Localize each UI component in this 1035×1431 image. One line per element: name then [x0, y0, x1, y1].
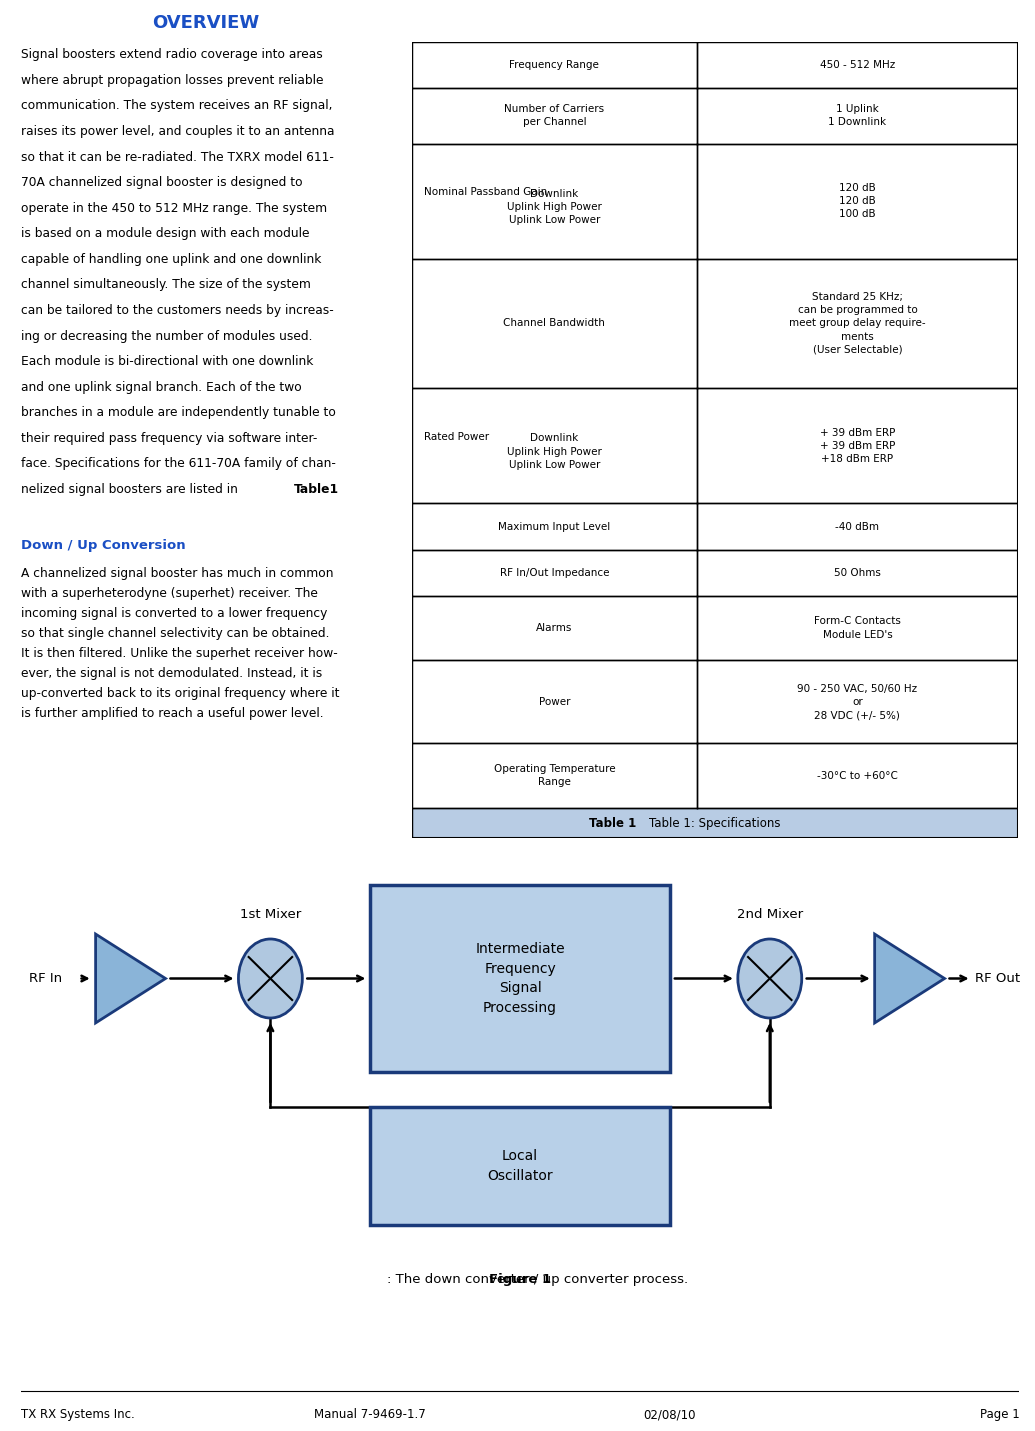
Text: Frequency Range: Frequency Range	[509, 60, 599, 70]
Text: Down / Up Conversion: Down / Up Conversion	[21, 539, 185, 552]
Text: raises its power level, and couples it to an antenna: raises its power level, and couples it t…	[21, 124, 334, 137]
Text: 90 - 250 VAC, 50/60 Hz
or
28 VDC (+/- 5%): 90 - 250 VAC, 50/60 Hz or 28 VDC (+/- 5%…	[797, 684, 917, 720]
Text: + 39 dBm ERP
+ 39 dBm ERP
+18 dBm ERP: + 39 dBm ERP + 39 dBm ERP +18 dBm ERP	[820, 428, 895, 464]
Text: 1 Uplink
1 Downlink: 1 Uplink 1 Downlink	[828, 104, 886, 127]
Text: Signal boosters extend radio coverage into areas: Signal boosters extend radio coverage in…	[21, 49, 323, 62]
Text: It is then filtered. Unlike the superhet receiver how-: It is then filtered. Unlike the superhet…	[21, 647, 337, 660]
Text: 1st Mixer: 1st Mixer	[240, 909, 301, 922]
Text: Alarms: Alarms	[536, 622, 572, 633]
Text: 70A channelized signal booster is designed to: 70A channelized signal booster is design…	[21, 176, 302, 189]
Ellipse shape	[738, 939, 802, 1017]
Text: Rated Power: Rated Power	[424, 432, 490, 442]
Polygon shape	[95, 934, 166, 1023]
Text: Form-C Contacts
Module LED's: Form-C Contacts Module LED's	[814, 617, 900, 640]
Text: ever, the signal is not demodulated. Instead, it is: ever, the signal is not demodulated. Ins…	[21, 667, 322, 680]
Text: A channelized signal booster has much in common: A channelized signal booster has much in…	[21, 567, 333, 580]
Text: channel simultaneously. The size of the system: channel simultaneously. The size of the …	[21, 279, 310, 292]
Text: Manual 7-9469-1.7: Manual 7-9469-1.7	[315, 1408, 426, 1421]
Text: 2nd Mixer: 2nd Mixer	[737, 909, 803, 922]
Text: Local
Oscillator: Local Oscillator	[487, 1149, 553, 1183]
Text: with a superheterodyne (superhet) receiver. The: with a superheterodyne (superhet) receiv…	[21, 587, 318, 600]
Text: -30°C to +60°C: -30°C to +60°C	[817, 771, 897, 781]
Text: Power: Power	[538, 697, 570, 707]
Text: RF Out: RF Out	[975, 972, 1019, 985]
Text: Standard 25 KHz;
can be programmed to
meet group delay require-
ments
(User Sele: Standard 25 KHz; can be programmed to me…	[789, 292, 925, 355]
Text: Table 1: Specifications: Table 1: Specifications	[649, 817, 780, 830]
Text: TX RX Systems Inc.: TX RX Systems Inc.	[21, 1408, 135, 1421]
Text: Table1: Table1	[294, 482, 339, 497]
Text: is based on a module design with each module: is based on a module design with each mo…	[21, 228, 309, 240]
Text: : The down converter / up converter process.: : The down converter / up converter proc…	[353, 1274, 687, 1286]
Text: so that single channel selectivity can be obtained.: so that single channel selectivity can b…	[21, 627, 329, 640]
Ellipse shape	[238, 939, 302, 1017]
Text: Intermediate
Frequency
Signal
Processing: Intermediate Frequency Signal Processing	[475, 942, 565, 1015]
Text: ing or decreasing the number of modules used.: ing or decreasing the number of modules …	[21, 329, 313, 342]
Text: up-converted back to its original frequency where it: up-converted back to its original freque…	[21, 687, 339, 700]
Bar	[371, 1106, 670, 1225]
Text: Downlink
Uplink High Power
Uplink Low Power: Downlink Uplink High Power Uplink Low Po…	[507, 434, 601, 469]
Polygon shape	[875, 934, 945, 1023]
Text: Channel Bandwidth: Channel Bandwidth	[503, 319, 605, 329]
Text: nelized signal boosters are listed in: nelized signal boosters are listed in	[21, 482, 241, 497]
Text: Number of Carriers
per Channel: Number of Carriers per Channel	[504, 104, 604, 127]
Text: -40 dBm: -40 dBm	[835, 521, 880, 531]
Text: OVERVIEW: OVERVIEW	[152, 14, 259, 31]
Text: is further amplified to reach a useful power level.: is further amplified to reach a useful p…	[21, 707, 323, 720]
Text: 450 - 512 MHz: 450 - 512 MHz	[820, 60, 895, 70]
Text: where abrupt propagation losses prevent reliable: where abrupt propagation losses prevent …	[21, 74, 323, 87]
Text: capable of handling one uplink and one downlink: capable of handling one uplink and one d…	[21, 253, 321, 266]
Bar	[412, 809, 1018, 839]
Text: 120 dB
120 dB
100 dB: 120 dB 120 dB 100 dB	[839, 183, 876, 219]
Text: RF In/Out Impedance: RF In/Out Impedance	[500, 568, 610, 578]
Text: RF In: RF In	[29, 972, 62, 985]
Text: Page 1: Page 1	[980, 1408, 1019, 1421]
Text: Operating Temperature
Range: Operating Temperature Range	[494, 764, 615, 787]
Text: Maximum Input Level: Maximum Input Level	[498, 521, 611, 531]
Text: incoming signal is converted to a lower frequency: incoming signal is converted to a lower …	[21, 607, 327, 620]
Text: 02/08/10: 02/08/10	[644, 1408, 697, 1421]
Bar	[371, 884, 670, 1072]
Text: 50 Ohms: 50 Ohms	[834, 568, 881, 578]
Text: Table 1: Table 1	[589, 817, 637, 830]
Text: Each module is bi-directional with one downlink: Each module is bi-directional with one d…	[21, 355, 313, 368]
Text: face. Specifications for the 611-70A family of chan-: face. Specifications for the 611-70A fam…	[21, 458, 335, 471]
Text: Nominal Passband Gain: Nominal Passband Gain	[424, 187, 548, 197]
Text: branches in a module are independently tunable to: branches in a module are independently t…	[21, 406, 335, 419]
Text: their required pass frequency via software inter-: their required pass frequency via softwa…	[21, 432, 317, 445]
Text: operate in the 450 to 512 MHz range. The system: operate in the 450 to 512 MHz range. The…	[21, 202, 327, 215]
Text: and one uplink signal branch. Each of the two: and one uplink signal branch. Each of th…	[21, 381, 301, 394]
Text: so that it can be re-radiated. The TXRX model 611-: so that it can be re-radiated. The TXRX …	[21, 150, 333, 163]
Text: Figure 1: Figure 1	[489, 1274, 552, 1286]
Text: communication. The system receives an RF signal,: communication. The system receives an RF…	[21, 99, 332, 113]
Text: can be tailored to the customers needs by increas-: can be tailored to the customers needs b…	[21, 303, 333, 316]
Text: Downlink
Uplink High Power
Uplink Low Power: Downlink Uplink High Power Uplink Low Po…	[507, 189, 601, 225]
